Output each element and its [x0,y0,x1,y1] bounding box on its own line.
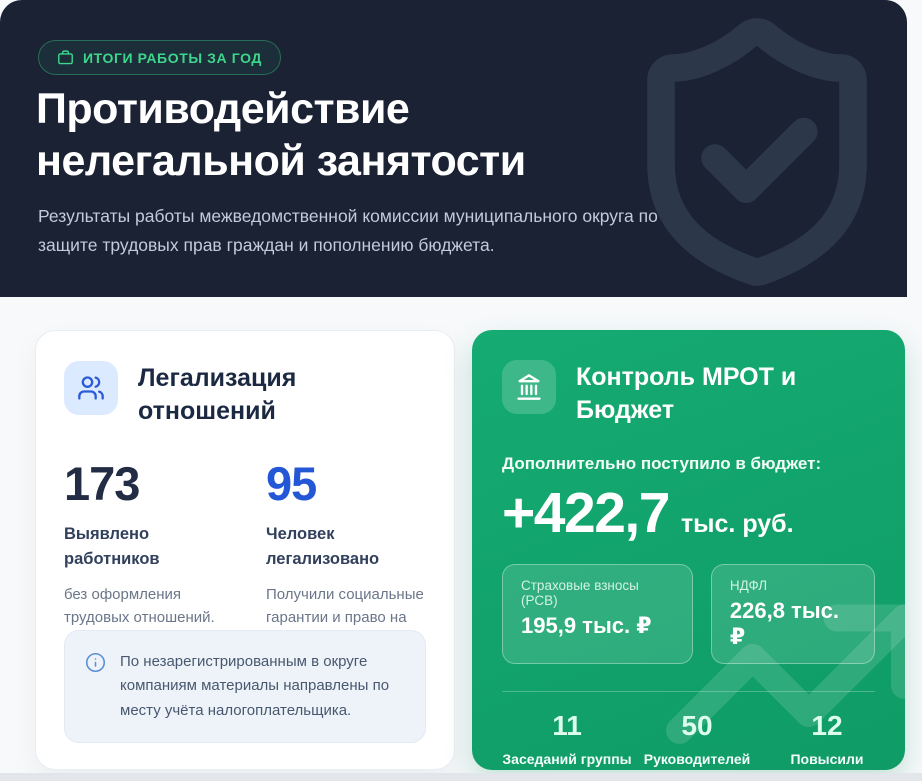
budget-total: +422,7 тыс. руб. [502,480,875,546]
budget-card: Контроль МРОТ и Бюджет Дополнительно пос… [472,330,905,770]
breakdown-rsv: Страховые взносы (РСВ) 195,9 тыс. ₽ [502,564,693,664]
legalization-stats: 173 Выявлено работников без оформления т… [64,458,426,653]
stat-workers: 173 Выявлено работников без оформления т… [64,458,240,653]
info-icon [85,653,106,673]
breakdown-rsv-label: Страховые взносы (РСВ) [521,578,639,608]
shield-check-icon [647,18,867,286]
stat-managers-value: 50 [681,710,713,741]
budget-divider [502,691,875,692]
budget-stats: 11 Заседаний группы 50 Руководителей зас… [502,710,875,770]
legalization-card-header: Легализация отношений [64,361,426,428]
legalization-card-title: Легализация отношений [138,364,297,425]
note-box: По незарегистрированным в округе компани… [64,630,426,743]
year-results-badge: ИТОГИ РАБОТЫ ЗА ГОД [38,40,281,75]
badge-label: ИТОГИ РАБОТЫ ЗА ГОД [83,49,262,66]
page-title: Противодействие нелегальной занятости [36,85,526,185]
budget-total-unit: тыс. руб. [680,510,794,538]
breakdown-ndfl-value: 226,8 тыс. ₽ [729,598,839,649]
budget-card-header: Контроль МРОТ и Бюджет [502,360,875,427]
bank-icon [517,374,541,400]
stat-workers-value: 173 [64,457,140,510]
budget-card-title: Контроль МРОТ и Бюджет [576,363,797,424]
briefcase-icon [58,50,73,65]
breakdown-rsv-value: 195,9 тыс. ₽ [521,613,652,638]
legalization-card: Легализация отношений 173 Выявлено работ… [35,330,455,770]
breakdown-ndfl: НДФЛ 226,8 тыс. ₽ [710,564,875,664]
stat-legalized: 95 Человек легализовано Получили социаль… [240,458,438,653]
stat-managers: 50 Руководителей заслушано [632,710,762,770]
note-text: По незарегистрированным в округе компани… [120,653,390,719]
stat-raised-salary-value: 12 [811,710,843,741]
stat-meetings: 11 Заседаний группы [502,710,632,770]
users-icon [78,376,104,400]
budget-breakdown: Страховые взносы (РСВ) 195,9 тыс. ₽ НДФЛ… [502,564,875,664]
stat-managers-label: Руководителей заслушано [643,751,751,767]
stat-meetings-label: Заседаний группы [502,751,632,767]
users-icon-tile [64,361,118,415]
hero-header: ИТОГИ РАБОТЫ ЗА ГОД Противодействие неле… [0,0,907,297]
page-bottom-strip [0,773,922,781]
stat-legalized-label: Человек легализовано [266,524,380,569]
bank-icon-tile [502,360,556,414]
stat-raised-salary: 12 Повысили зарплату [762,710,892,770]
page-subtitle: Результаты работы межведомственной комис… [38,206,658,256]
stat-legalized-value: 95 [266,457,317,510]
stat-workers-label: Выявлено работников [64,524,160,569]
breakdown-ndfl-label: НДФЛ [729,578,768,593]
stat-meetings-value: 11 [552,710,582,741]
stat-workers-description: без оформления трудовых отношений. [64,585,215,627]
budget-intro: Дополнительно поступило в бюджет: [502,454,822,473]
stat-raised-salary-label: Повысили зарплату [790,751,864,767]
budget-total-value: +422,7 [502,481,670,545]
trending-up-icon [666,604,905,744]
